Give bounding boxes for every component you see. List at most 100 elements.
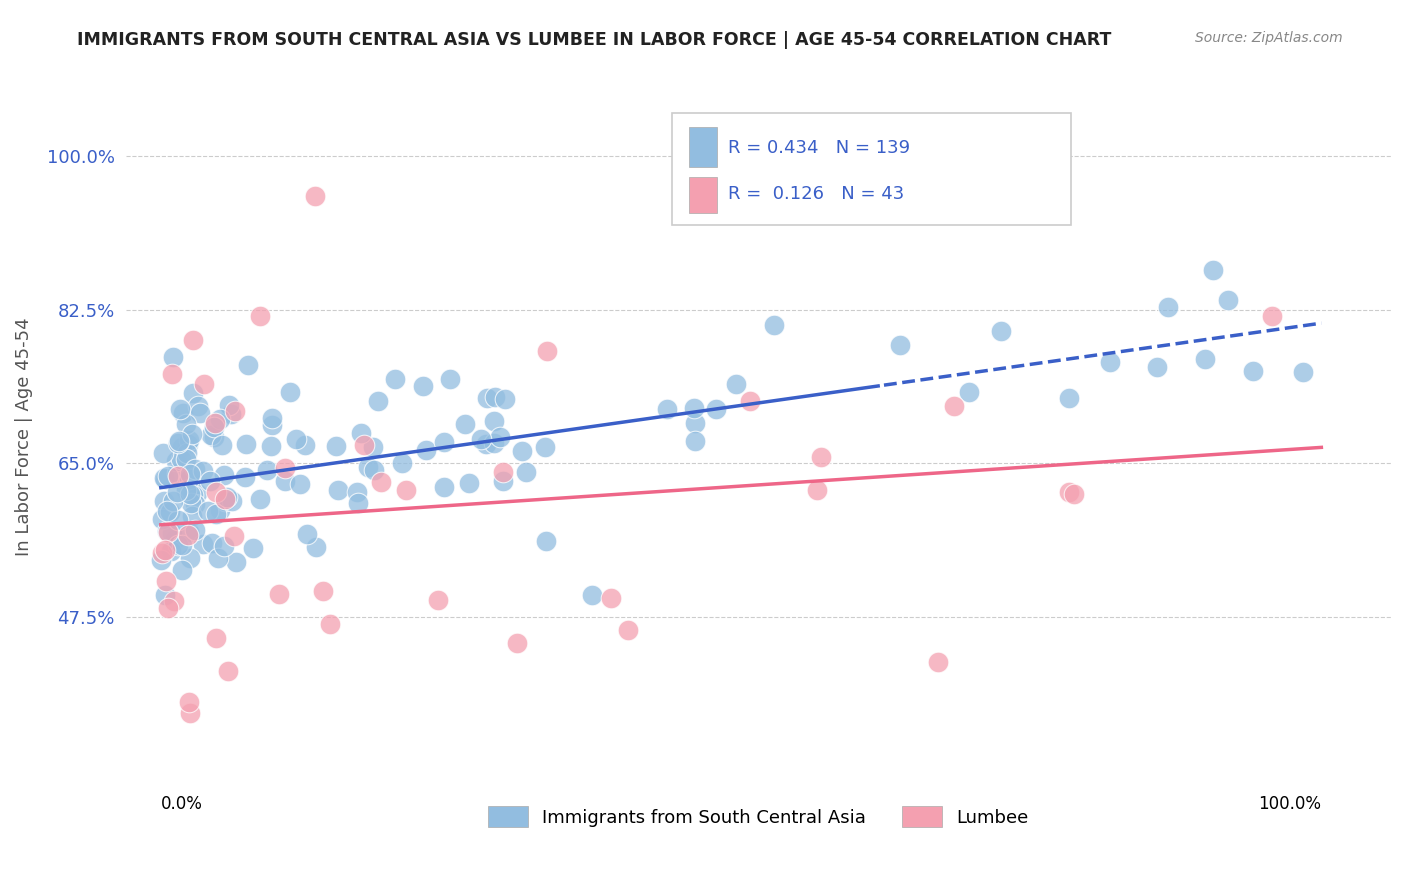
Point — [1057, 391, 1080, 405]
Point — [482, 414, 505, 428]
Point — [347, 496, 370, 510]
Point — [1291, 365, 1313, 379]
Point — [1063, 487, 1085, 501]
Point — [725, 376, 748, 391]
Point — [534, 440, 557, 454]
Point — [304, 188, 326, 202]
Point — [172, 405, 194, 419]
Point — [395, 483, 418, 497]
Point — [167, 469, 190, 483]
Point — [212, 539, 235, 553]
Point — [166, 466, 188, 480]
Point — [174, 452, 197, 467]
Point — [169, 402, 191, 417]
Point — [165, 532, 187, 546]
Point — [153, 472, 176, 486]
Point — [990, 324, 1012, 338]
Point — [534, 534, 557, 549]
Point — [454, 417, 477, 431]
Point — [274, 461, 297, 475]
Point — [581, 588, 603, 602]
Point — [205, 507, 228, 521]
Point — [156, 524, 179, 538]
Point — [174, 483, 197, 498]
Point — [515, 465, 537, 479]
Point — [810, 450, 832, 465]
Point — [262, 417, 284, 432]
Point — [242, 541, 264, 555]
Point — [433, 480, 456, 494]
FancyBboxPatch shape — [689, 177, 717, 212]
Point — [176, 446, 198, 460]
Point — [1261, 309, 1284, 323]
Point — [156, 504, 179, 518]
Point — [458, 475, 481, 490]
Point — [179, 467, 201, 481]
Point — [217, 664, 239, 678]
Point — [152, 446, 174, 460]
Point — [153, 470, 176, 484]
Point — [170, 451, 193, 466]
Point — [494, 392, 516, 406]
Point — [1202, 262, 1225, 277]
Point — [181, 488, 204, 502]
Point — [180, 496, 202, 510]
Point — [208, 411, 231, 425]
Point — [350, 425, 373, 440]
Point — [166, 485, 188, 500]
Point — [179, 433, 201, 447]
Point — [187, 399, 209, 413]
Point — [160, 367, 183, 381]
Point — [172, 538, 194, 552]
Point — [1218, 293, 1240, 307]
Point — [346, 485, 368, 500]
Point — [326, 483, 349, 498]
Point — [295, 527, 318, 541]
Point — [762, 318, 785, 332]
Point — [238, 358, 260, 372]
Point — [155, 588, 177, 602]
Text: 0.0%: 0.0% — [160, 795, 202, 813]
Point — [162, 494, 184, 508]
Legend: Immigrants from South Central Asia, Lumbee: Immigrants from South Central Asia, Lumb… — [481, 799, 1036, 835]
FancyBboxPatch shape — [689, 127, 717, 167]
Point — [167, 435, 190, 450]
Point — [191, 464, 214, 478]
Point — [204, 631, 226, 645]
Point — [506, 636, 529, 650]
Point — [214, 494, 236, 508]
Point — [738, 393, 761, 408]
Point — [439, 372, 461, 386]
Point — [155, 574, 177, 589]
Point — [927, 655, 949, 669]
Point — [536, 343, 558, 358]
Point — [325, 439, 347, 453]
Point — [492, 466, 515, 480]
Point — [184, 524, 207, 538]
Point — [221, 494, 243, 508]
Point — [889, 338, 911, 352]
Point — [218, 398, 240, 412]
Point — [249, 310, 271, 324]
Point — [197, 504, 219, 518]
Point — [150, 512, 173, 526]
Point — [384, 372, 406, 386]
Point — [278, 385, 301, 400]
Point — [184, 462, 207, 476]
Point — [180, 427, 202, 442]
Point — [177, 524, 200, 539]
Point — [212, 468, 235, 483]
Point — [492, 475, 515, 489]
Point — [159, 505, 181, 519]
Point — [391, 456, 413, 470]
Text: IMMIGRANTS FROM SOUTH CENTRAL ASIA VS LUMBEE IN LABOR FORCE | AGE 45-54 CORRELAT: IMMIGRANTS FROM SOUTH CENTRAL ASIA VS LU… — [77, 31, 1112, 49]
Point — [177, 528, 200, 542]
Point — [153, 493, 176, 508]
Point — [200, 428, 222, 442]
Point — [224, 404, 246, 418]
Point — [156, 525, 179, 540]
Point — [176, 437, 198, 451]
Point — [367, 394, 389, 409]
Point — [260, 439, 283, 453]
Point — [1057, 485, 1080, 500]
